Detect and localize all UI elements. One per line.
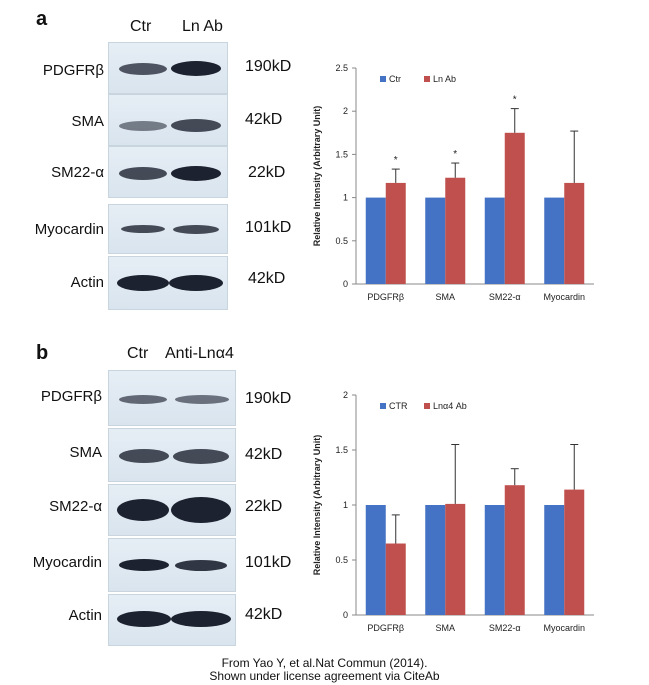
protein-label: SMA xyxy=(71,113,104,130)
bar xyxy=(385,182,406,284)
blot-image xyxy=(108,256,228,310)
legend-label: Lnα4 Ab xyxy=(433,401,467,411)
bar xyxy=(544,505,565,615)
lane-label-ctr: Ctr xyxy=(127,345,149,362)
bar xyxy=(544,197,565,284)
x-tick-label: SMA xyxy=(435,292,455,302)
y-tick-label: 1.5 xyxy=(335,445,348,455)
y-tick-label: 1.5 xyxy=(335,149,348,159)
caption-line-2: Shown under license agreement via CiteAb xyxy=(209,669,440,683)
y-tick-label: 2.5 xyxy=(335,63,348,73)
legend-label: Ln Ab xyxy=(433,74,456,84)
panel-a-letter: a xyxy=(36,8,48,30)
blot-image xyxy=(108,538,236,592)
lane-label-anti-ln: Anti-Lnα4 xyxy=(165,345,234,362)
bar xyxy=(504,132,525,284)
bar xyxy=(564,182,585,284)
blot-image xyxy=(108,204,228,254)
caption: From Yao Y, et al.Nat Commun (2014). Sho… xyxy=(0,657,649,683)
protein-label: Actin xyxy=(68,607,102,624)
x-tick-label: Myocardin xyxy=(543,292,585,302)
x-tick-label: SMA xyxy=(435,623,455,633)
blot-image xyxy=(108,428,236,482)
protein-label: Actin xyxy=(70,274,104,291)
bar xyxy=(504,485,525,615)
protein-label: SM22-α xyxy=(49,498,102,515)
bar xyxy=(445,177,466,284)
y-axis-label: Relative Intensity (Arbitrary Unit) xyxy=(312,106,322,247)
blot-image xyxy=(108,42,228,94)
blot-image xyxy=(108,146,228,198)
y-tick-label: 0.5 xyxy=(335,555,348,565)
significance-marker: * xyxy=(453,149,457,160)
bar xyxy=(564,489,585,615)
legend-swatch xyxy=(380,76,386,82)
y-tick-label: 1 xyxy=(343,193,348,203)
kd-label: 22kD xyxy=(245,498,283,515)
y-tick-label: 1 xyxy=(343,500,348,510)
legend-label: Ctr xyxy=(389,74,401,84)
x-tick-label: Myocardin xyxy=(543,623,585,633)
protein-label: PDGFRβ xyxy=(40,388,102,405)
significance-marker: * xyxy=(513,95,517,106)
x-tick-label: PDGFRβ xyxy=(367,292,404,302)
y-tick-label: 0.5 xyxy=(335,236,348,246)
y-axis-label: Relative Intensity (Arbitrary Unit) xyxy=(312,435,322,576)
y-tick-label: 2 xyxy=(343,390,348,400)
protein-label: SM22-α xyxy=(51,164,104,181)
x-tick-label: SM22-α xyxy=(489,292,521,302)
kd-label: 190kD xyxy=(245,390,292,407)
blot-image xyxy=(108,94,228,146)
protein-label: Myocardin xyxy=(34,221,104,238)
bar-chart-b: 0 0.5 1 1.5 2 Relative Intensity (Arbitrary U… xyxy=(312,390,594,633)
bar xyxy=(365,197,386,284)
blot-image xyxy=(108,370,236,426)
blot-image xyxy=(108,594,236,646)
kd-label: 42kD xyxy=(245,111,283,128)
bar xyxy=(425,505,446,615)
kd-label: 101kD xyxy=(245,554,292,571)
legend-swatch xyxy=(424,403,430,409)
lane-label-ln-ab: Ln Ab xyxy=(182,18,223,35)
caption-line-1: From Yao Y, et al.Nat Commun (2014). xyxy=(221,656,428,670)
bar xyxy=(385,543,406,615)
y-tick-label: 0 xyxy=(343,279,348,289)
legend-label: CTR xyxy=(389,401,408,411)
bar xyxy=(484,197,505,284)
legend-swatch xyxy=(380,403,386,409)
y-tick-label: 2 xyxy=(343,106,348,116)
lane-label-ctr: Ctr xyxy=(130,18,152,35)
kd-label: 22kD xyxy=(248,164,286,181)
bar-chart-a: 0 0.5 1 1.5 2 2.5 Relative Intensity (Arbitrar… xyxy=(312,63,594,302)
blot-image xyxy=(108,484,236,536)
protein-label: Myocardin xyxy=(32,554,102,571)
protein-label: PDGFRβ xyxy=(42,62,104,79)
bar xyxy=(484,505,505,615)
legend-swatch xyxy=(424,76,430,82)
protein-label: SMA xyxy=(69,444,102,461)
bar xyxy=(365,505,386,615)
kd-label: 42kD xyxy=(248,270,286,287)
kd-label: 101kD xyxy=(245,219,292,236)
x-tick-label: PDGFRβ xyxy=(367,623,404,633)
panel-b-letter: b xyxy=(36,342,49,364)
bar xyxy=(445,503,466,615)
kd-label: 42kD xyxy=(245,446,283,463)
kd-label: 190kD xyxy=(245,58,292,75)
x-tick-label: SM22-α xyxy=(489,623,521,633)
bar xyxy=(425,197,446,284)
significance-marker: * xyxy=(394,155,398,166)
y-tick-label: 0 xyxy=(343,610,348,620)
kd-label: 42kD xyxy=(245,606,283,623)
